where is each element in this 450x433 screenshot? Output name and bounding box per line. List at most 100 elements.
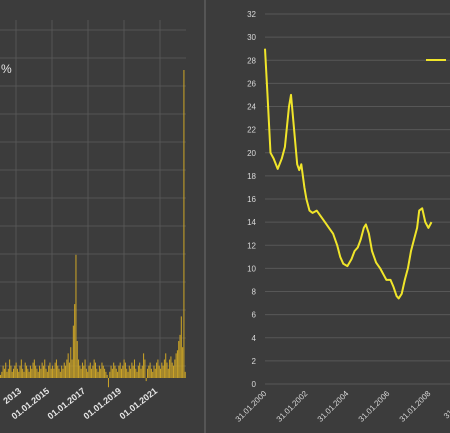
- left-bar: [84, 359, 86, 378]
- left-bar: [68, 362, 70, 378]
- left-bar: [124, 362, 126, 378]
- left-bar: [111, 368, 113, 378]
- left-bar: [128, 365, 130, 378]
- left-bar: [178, 341, 180, 378]
- left-x-tick-label: 01.01.2019: [82, 386, 124, 422]
- left-bar: [24, 362, 26, 378]
- left-bar: [31, 368, 33, 378]
- right-y-tick-label: 12: [247, 241, 256, 250]
- left-bar: [89, 362, 91, 378]
- left-bar: [174, 359, 176, 378]
- left-bar: [61, 365, 63, 378]
- left-bar: [150, 368, 152, 378]
- left-bar: [146, 368, 149, 378]
- left-bar: [145, 378, 147, 382]
- right-x-tick-label: 31.01.201: [442, 389, 450, 421]
- right-x-tick-label: 31.01.2002: [275, 389, 310, 424]
- right-x-tick-label: 31.01.2006: [357, 389, 392, 424]
- left-chart-percent-label: %: [1, 62, 12, 76]
- left-bar: [18, 371, 20, 378]
- left-gridlines: [0, 20, 186, 378]
- left-bar: [44, 359, 46, 378]
- left-bar: [157, 359, 159, 378]
- left-bar: [81, 362, 83, 378]
- left-bar: [83, 365, 85, 378]
- left-bar: [107, 378, 109, 388]
- left-bar: [10, 365, 12, 378]
- right-y-tick-label: 2: [252, 357, 257, 366]
- left-bar: [154, 368, 156, 378]
- left-bar: [130, 368, 132, 378]
- left-bar: [93, 359, 95, 378]
- right-y-tick-label: 16: [247, 195, 256, 204]
- left-bar: [118, 365, 120, 378]
- left-bar: [5, 362, 7, 378]
- left-bar: [175, 353, 177, 378]
- left-bar: [127, 371, 129, 378]
- left-bar: [29, 365, 31, 378]
- left-bar: [0, 374, 2, 378]
- right-y-tick-label: 32: [247, 10, 256, 19]
- left-bar: [98, 365, 100, 378]
- right-y-tick-label: 10: [247, 264, 256, 273]
- left-bar: [88, 365, 90, 378]
- left-bar: [132, 365, 134, 378]
- left-bar: [158, 365, 160, 378]
- left-bar: [7, 368, 9, 378]
- left-bar: [1, 371, 3, 378]
- left-bar: [35, 365, 37, 378]
- left-bar: [49, 362, 51, 378]
- left-bar: [92, 365, 94, 378]
- left-bar: [19, 365, 21, 378]
- left-bar: [123, 359, 125, 378]
- left-bar: [62, 368, 64, 378]
- left-bar: [50, 368, 52, 378]
- left-bar: [180, 316, 182, 378]
- left-bar: [161, 362, 163, 378]
- left-bar: [72, 325, 74, 378]
- left-bar: [109, 371, 111, 378]
- left-bar: [153, 365, 155, 378]
- left-bar: [182, 347, 184, 378]
- left-bar: [13, 368, 15, 378]
- left-bar: [141, 365, 143, 378]
- left-bar: [169, 359, 171, 378]
- left-bar: [6, 371, 8, 378]
- left-bar: [114, 365, 116, 378]
- right-y-tick-label: 26: [247, 79, 256, 88]
- left-bar: [45, 368, 47, 378]
- left-bar: [166, 362, 168, 378]
- left-bar: [9, 359, 11, 378]
- left-bar: [58, 368, 60, 378]
- left-bar: [26, 365, 28, 378]
- left-bar: [102, 365, 104, 378]
- left-bar: [170, 356, 172, 378]
- left-bar: [36, 368, 38, 378]
- right-y-tick-label: 8: [252, 288, 257, 297]
- left-bar: [137, 365, 139, 378]
- left-bar: [152, 371, 154, 378]
- right-x-tick-label: 31.01.2008: [398, 389, 433, 424]
- left-bar: [101, 362, 103, 378]
- left-x-tick-label: 2013: [1, 386, 23, 406]
- left-bar: [22, 368, 24, 378]
- left-bar: [65, 365, 67, 378]
- left-bar: [167, 368, 169, 378]
- right-y-tick-label: 14: [247, 218, 256, 227]
- left-bar: [54, 362, 56, 378]
- left-bar: [46, 371, 48, 378]
- left-bar: [135, 368, 137, 378]
- left-bar: [156, 362, 158, 378]
- left-bar: [140, 368, 142, 378]
- left-x-tick-label: 01.01.2021: [118, 386, 160, 422]
- left-bar: [133, 359, 136, 378]
- left-bar: [48, 365, 50, 378]
- left-bar: [117, 371, 119, 378]
- left-bar: [3, 368, 5, 378]
- left-bar: [67, 353, 69, 378]
- left-bar: [23, 371, 25, 378]
- right-x-tick-label: 31.01.2000: [234, 389, 269, 424]
- right-y-tick-label: 24: [247, 103, 256, 112]
